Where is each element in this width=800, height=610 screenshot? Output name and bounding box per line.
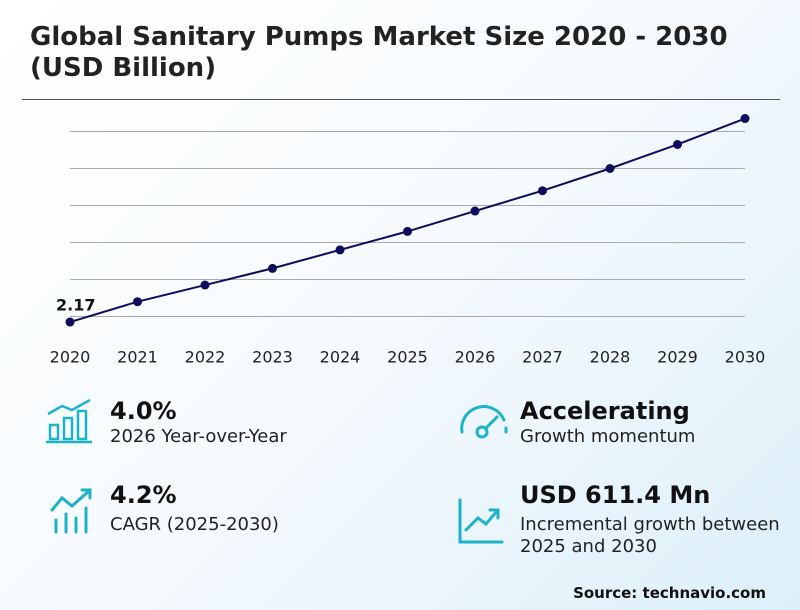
icon-growth xyxy=(458,498,504,544)
source: Source: technavio.com xyxy=(573,584,766,602)
stat-value: Accelerating xyxy=(520,397,690,425)
icon-bars xyxy=(46,398,92,444)
point xyxy=(673,139,682,149)
x-tick-label: 2021 xyxy=(117,348,158,367)
x-tick-label: 2029 xyxy=(657,348,698,367)
line xyxy=(69,117,746,324)
point xyxy=(740,114,750,124)
point xyxy=(268,263,277,273)
point xyxy=(403,226,412,236)
icon-gauge xyxy=(460,405,508,439)
x-tick-label: 2022 xyxy=(185,348,226,367)
x-tick-label: 2024 xyxy=(320,348,361,367)
stat-label: CAGR (2025-2030) xyxy=(110,514,279,535)
x-tick-label: 2025 xyxy=(387,348,428,367)
point xyxy=(605,164,615,173)
stat-label: 2026 Year-over-Year xyxy=(110,426,287,447)
stat-label: Incremental growth between 2025 and 2030 xyxy=(520,514,780,557)
stat: USD 611.4 Mn Incremental growth between 2… xyxy=(520,480,780,558)
point xyxy=(335,245,345,255)
point xyxy=(65,317,75,327)
stat: Accelerating Growth momentum xyxy=(520,396,695,448)
x-tick-label: 2030 xyxy=(725,348,766,367)
x-tick-label: 2020 xyxy=(50,348,91,367)
x-tick-label: 2028 xyxy=(590,348,631,367)
point xyxy=(133,297,142,307)
stat-value: USD 611.4 Mn xyxy=(520,481,711,509)
point xyxy=(538,186,547,196)
stat: 4.2% CAGR (2025-2030) xyxy=(110,480,279,536)
x-tick-label: 2027 xyxy=(522,348,563,367)
x-tick-label: 2023 xyxy=(252,348,293,367)
chart-title: Global Sanitary Pumps Market Size 2020 -… xyxy=(30,22,728,83)
title-rule xyxy=(22,99,780,100)
stat: 4.0% 2026 Year-over-Year xyxy=(110,396,287,448)
point xyxy=(470,206,480,216)
stat-label: Growth momentum xyxy=(520,426,696,447)
value-label: 2.17 xyxy=(56,296,95,315)
icon-trend xyxy=(50,488,92,534)
stat-value: 4.0% xyxy=(110,397,177,425)
point xyxy=(200,280,210,290)
x-tick-label: 2026 xyxy=(455,348,496,367)
stat-value: 4.2% xyxy=(110,481,177,509)
